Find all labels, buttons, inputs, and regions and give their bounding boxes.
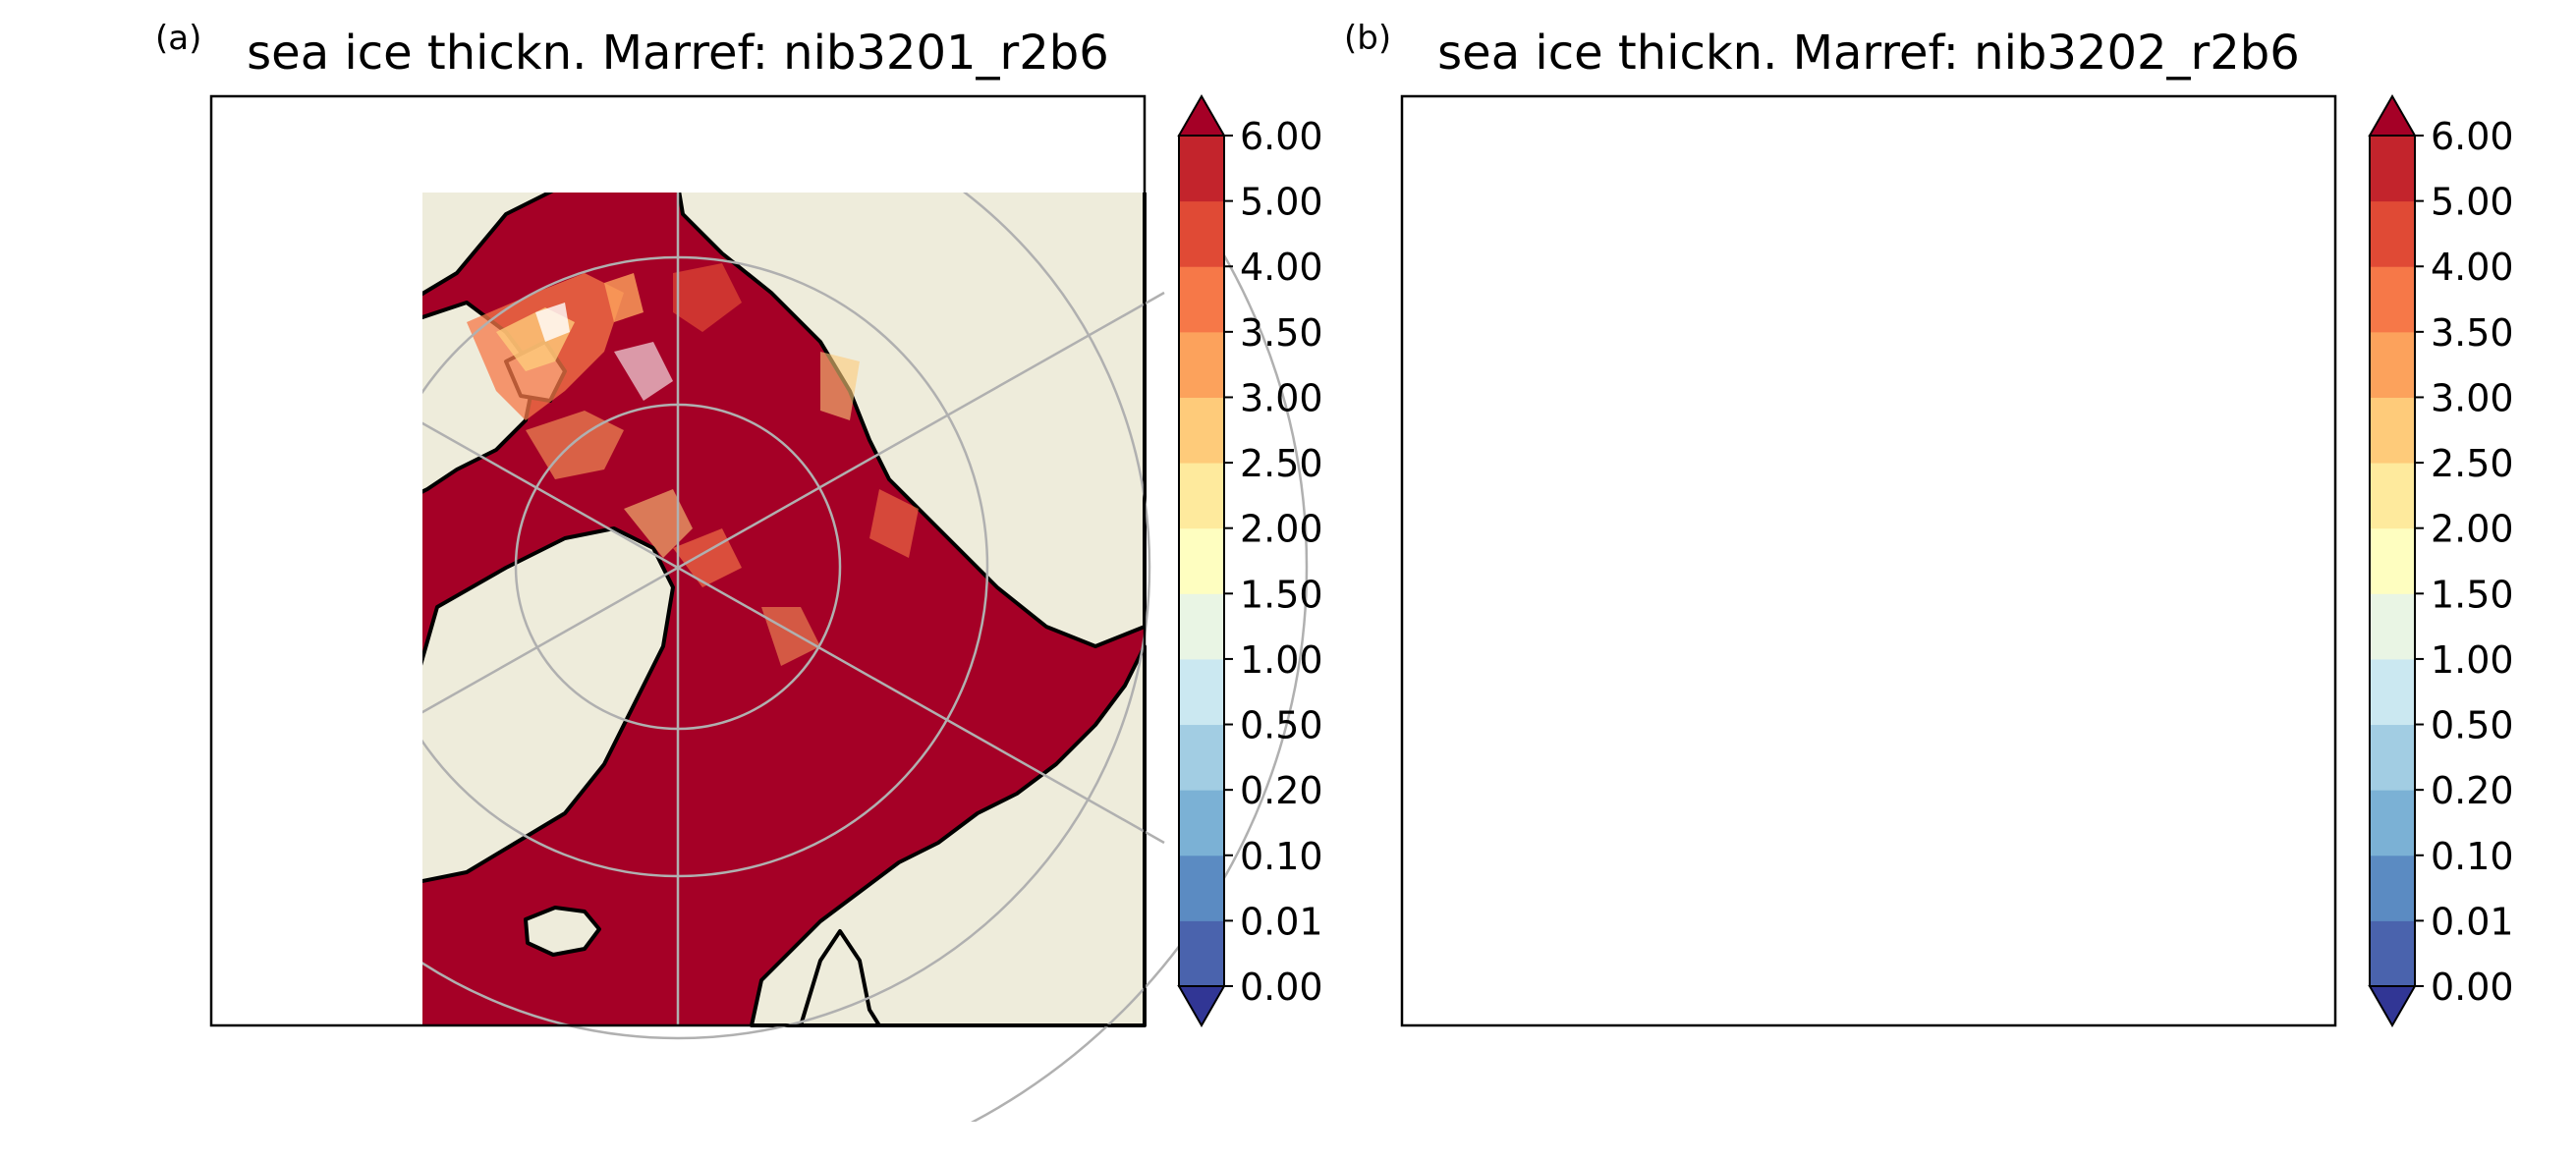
colorbar-segment <box>1179 593 1224 660</box>
colorbar-tick-label: 6.00 <box>2431 115 2514 158</box>
colorbar-segment <box>2370 724 2415 791</box>
colorbar-segment <box>1179 266 1224 333</box>
panel-b-map[interactable] <box>1240 0 2497 1160</box>
colorbar-over-extend <box>1177 93 1226 137</box>
colorbar-tick-label: 0.10 <box>1240 835 1323 878</box>
colorbar-tick-label: 0.50 <box>2431 704 2514 747</box>
panel-a-title: sea ice thickn. Marref: nib3201_r2b6 <box>247 26 1109 81</box>
colorbar-segment <box>1179 527 1224 594</box>
colorbar-tick-label: 4.00 <box>2431 246 2514 289</box>
colorbar-over-extend <box>2368 93 2417 137</box>
colorbar-tick-label: 0.20 <box>1240 769 1323 812</box>
colorbar-under-extend <box>1177 985 1226 1028</box>
colorbar-tick-label: 0.10 <box>2431 835 2514 878</box>
colorbar-tick-label: 4.00 <box>1240 246 1323 289</box>
colorbar-segment <box>2370 266 2415 333</box>
colorbar-segment <box>2370 331 2415 398</box>
colorbar-tick-label: 2.00 <box>1240 508 1323 551</box>
panel-a-label: (a) <box>155 19 201 58</box>
colorbar-segment <box>2370 527 2415 594</box>
colorbar-tick-label: 3.50 <box>2431 311 2514 355</box>
colorbar-tick-label: 5.00 <box>1240 181 1323 224</box>
colorbar-under-extend <box>2368 985 2417 1028</box>
colorbar-tick-label: 0.50 <box>1240 704 1323 747</box>
colorbar-tick-label: 0.00 <box>1240 966 1323 1009</box>
colorbar-segment <box>1179 724 1224 791</box>
colorbar-tick-label: 6.00 <box>1240 115 1323 158</box>
colorbar-tick-label: 0.01 <box>1240 900 1323 943</box>
panel-a-colorbar: 0.00 0.01 0.10 0.20 0.50 1.00 1.50 2.00 2.50 3.00… <box>1177 93 1323 1028</box>
panel-a-map[interactable] <box>49 0 1309 1160</box>
colorbar-segment <box>1179 136 1224 202</box>
colorbar-tick-label: 3.00 <box>1240 376 1323 419</box>
colorbar-tick-label: 0.00 <box>2431 966 2514 1009</box>
panel-a: (a) sea ice thickn. Marref: nib3201_r2b6… <box>49 0 1323 1160</box>
panel-b-map-frame <box>1400 94 2337 1027</box>
colorbar-tick-label: 2.50 <box>2431 442 2514 485</box>
colorbar-tick-label: 5.00 <box>2431 181 2514 224</box>
colorbar-tick-label: 0.20 <box>2431 769 2514 812</box>
colorbar-segment <box>2370 790 2415 856</box>
colorbar-segment <box>2370 136 2415 202</box>
colorbar-segment <box>2370 463 2415 529</box>
colorbar-frame <box>1178 135 1225 987</box>
colorbar-segment <box>1179 658 1224 726</box>
colorbar-frame <box>2369 135 2416 987</box>
colorbar-segment <box>1179 331 1224 398</box>
colorbar-tick-label: 2.50 <box>1240 442 1323 485</box>
colorbar-segment <box>1179 920 1224 987</box>
colorbar-segment <box>1179 200 1224 267</box>
colorbar-tick-label: 1.00 <box>1240 638 1323 682</box>
colorbar-segment <box>1179 855 1224 921</box>
colorbar-segment <box>2370 658 2415 726</box>
colorbar-tick-label: 2.00 <box>2431 508 2514 551</box>
colorbar-tick-label: 1.50 <box>2431 573 2514 616</box>
colorbar-segment <box>2370 920 2415 987</box>
panel-b-label: (b) <box>1344 19 1391 58</box>
panel-a-map-frame <box>209 94 1147 1027</box>
panel-b-colorbar: 0.00 0.01 0.10 0.20 0.50 1.00 1.50 2.00 2.50 3.00… <box>2368 93 2514 1028</box>
colorbar-tick-label: 0.01 <box>2431 900 2514 943</box>
colorbar-segment <box>1179 463 1224 529</box>
colorbar-tick-label: 3.50 <box>1240 311 1323 355</box>
colorbar-tick-label: 1.50 <box>1240 573 1323 616</box>
colorbar-tick-label: 1.00 <box>2431 638 2514 682</box>
panel-b-title: sea ice thickn. Marref: nib3202_r2b6 <box>1437 26 2300 81</box>
colorbar-segment <box>2370 397 2415 464</box>
colorbar-segment <box>2370 593 2415 660</box>
colorbar-segment <box>1179 790 1224 856</box>
panel-b: (b) sea ice thickn. Marref: nib3202_r2b6… <box>1240 0 2514 1160</box>
colorbar-segment <box>1179 397 1224 464</box>
colorbar-segment <box>2370 855 2415 921</box>
colorbar-segment <box>2370 200 2415 267</box>
colorbar-tick-label: 3.00 <box>2431 376 2514 419</box>
